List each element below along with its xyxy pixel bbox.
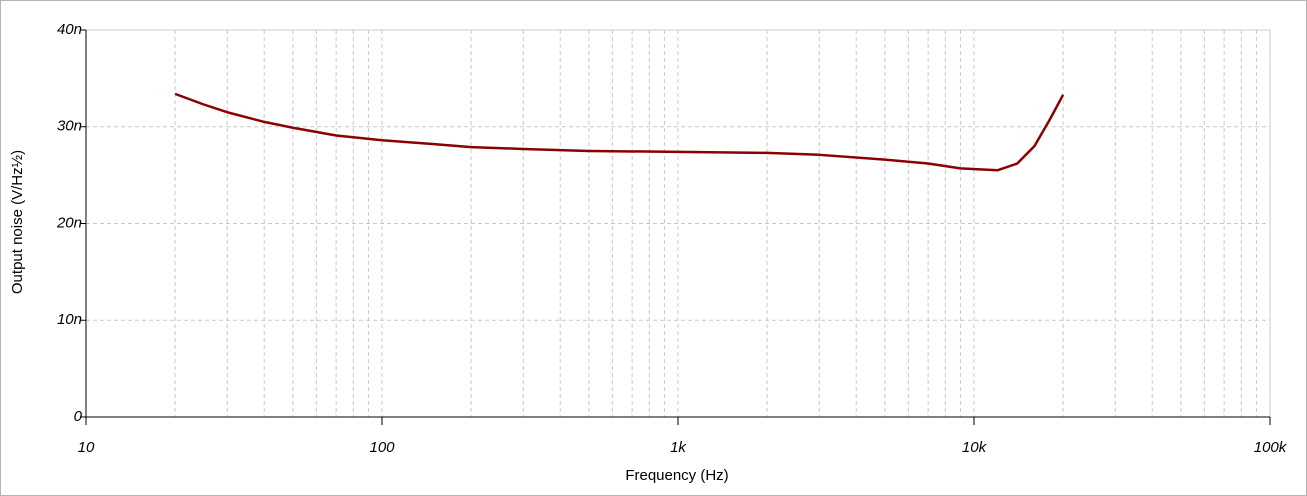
y-tick-label: 20n — [56, 214, 82, 231]
series-line — [174, 92, 1065, 172]
x-tick-label: 100 — [369, 439, 395, 456]
y-tick-label: 40n — [57, 21, 82, 38]
x-tick-label: 100k — [1254, 439, 1288, 456]
y-tick-label: 0 — [74, 408, 83, 425]
y-tick-label: 10n — [57, 311, 82, 328]
x-tick-label: 10k — [962, 439, 988, 456]
y-axis-label: Output noise (V/Hz½) — [9, 150, 26, 294]
x-axis-label: Frequency (Hz) — [625, 467, 728, 484]
y-tick-label: 30n — [57, 118, 82, 135]
x-tick-label: 10 — [78, 439, 95, 456]
x-tick-label: 1k — [670, 439, 687, 456]
